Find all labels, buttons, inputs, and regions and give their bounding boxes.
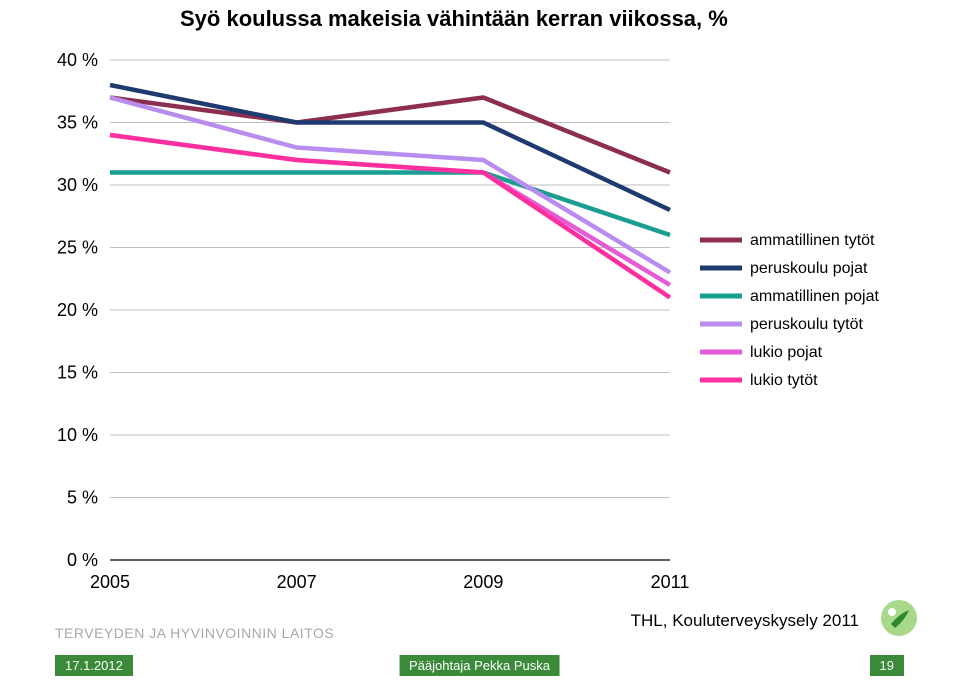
- x-tick-label: 2009: [463, 572, 503, 592]
- legend-label: ammatillinen pojat: [750, 288, 880, 305]
- footer-page: 19: [870, 655, 904, 676]
- legend-label: lukio pojat: [750, 344, 823, 361]
- legend-label: peruskoulu pojat: [750, 260, 868, 277]
- footer-date: 17.1.2012: [55, 655, 133, 676]
- legend-label: ammatillinen tytöt: [750, 232, 875, 249]
- legend-label: peruskoulu tytöt: [750, 316, 864, 333]
- y-tick-label: 5 %: [67, 488, 98, 508]
- series-line: [110, 173, 670, 236]
- chart-title: Syö koulussa makeisia vähintään kerran v…: [180, 6, 728, 32]
- footer-author: Pääjohtaja Pekka Puska: [399, 655, 560, 676]
- y-tick-label: 25 %: [57, 238, 98, 258]
- y-tick-label: 0 %: [67, 550, 98, 570]
- x-tick-label: 2007: [277, 572, 317, 592]
- series-line: [110, 135, 670, 298]
- x-tick-label: 2005: [90, 572, 130, 592]
- logo-icon: [879, 598, 919, 638]
- y-tick-label: 30 %: [57, 175, 98, 195]
- chart-area: 0 % 5 % 10 % 15 % 20 % 25 % 30 % 35 % 40 % 2005 20…: [40, 50, 920, 610]
- series-line: [110, 98, 670, 173]
- x-tick-label: 2011: [651, 572, 690, 592]
- legend-label: lukio tytöt: [750, 372, 818, 389]
- y-tick-label: 10 %: [57, 425, 98, 445]
- series-line: [110, 135, 670, 285]
- y-tick-label: 40 %: [57, 50, 98, 70]
- y-tick-label: 35 %: [57, 113, 98, 133]
- organization-label: TERVEYDEN JA HYVINVOINNIN LAITOS: [55, 625, 334, 641]
- y-tick-label: 15 %: [57, 363, 98, 383]
- source-label: THL, Kouluterveyskysely 2011: [631, 611, 859, 631]
- y-tick-label: 20 %: [57, 300, 98, 320]
